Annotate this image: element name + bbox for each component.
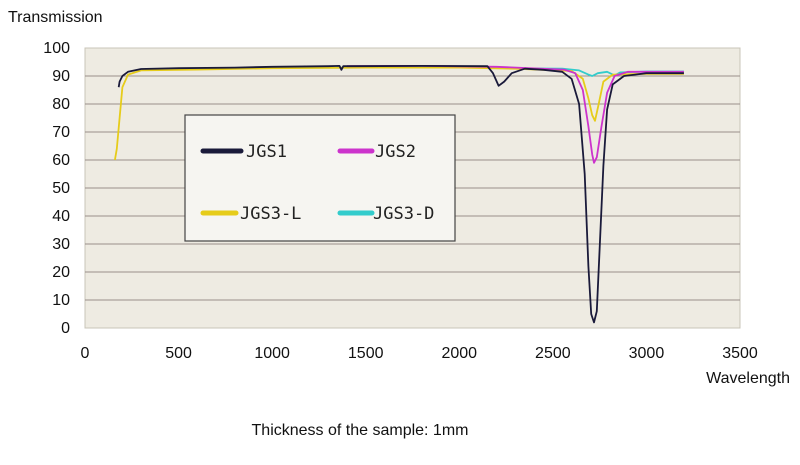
x-tick-3000: 3000: [629, 345, 665, 362]
x-axis-title: Wavelength: [706, 370, 790, 387]
y-tick-40: 40: [52, 208, 70, 225]
legend-label-jgs3-d: JGS3-D: [373, 204, 434, 224]
y-tick-70: 70: [52, 124, 70, 141]
y-tick-labels: 0 10 20 30 40 50 60 70 80 90 100: [43, 40, 70, 337]
y-tick-30: 30: [52, 236, 70, 253]
y-tick-20: 20: [52, 264, 70, 281]
x-tick-2000: 2000: [441, 345, 477, 362]
chart: 0 10 20 30 40 50 60 70 80 90 100 0 500 1000 1500 2000 2…: [8, 9, 790, 387]
series-line-jgs3-l: [114, 66, 684, 161]
y-tick-50: 50: [52, 180, 70, 197]
x-tick-500: 500: [165, 345, 192, 362]
x-tick-labels: 0 500 1000 1500 2000 2500 3000 3500: [81, 345, 758, 362]
legend-label-jgs1: JGS1: [246, 142, 287, 162]
y-tick-90: 90: [52, 68, 70, 85]
y-tick-60: 60: [52, 152, 70, 169]
legend-box: [184, 114, 456, 242]
y-tick-10: 10: [52, 292, 70, 309]
legend-label-jgs2: JGS2: [375, 142, 416, 162]
legend: JGS1 JGS2 JGS3-L JGS3-D: [184, 114, 456, 242]
y-tick-100: 100: [43, 40, 70, 57]
series-lines: [114, 65, 684, 324]
legend-label-jgs3-l: JGS3-L: [240, 204, 301, 224]
x-tick-3500: 3500: [722, 345, 758, 362]
series-line-jgs2: [346, 65, 684, 164]
y-tick-80: 80: [52, 96, 70, 113]
x-tick-1000: 1000: [254, 345, 290, 362]
x-tick-2500: 2500: [535, 345, 571, 362]
x-tick-1500: 1500: [348, 345, 384, 362]
chart-caption: Thickness of the sample: 1mm: [251, 422, 469, 439]
y-tick-0: 0: [61, 320, 70, 337]
series-line-jgs1: [117, 65, 684, 324]
x-tick-0: 0: [81, 345, 90, 362]
y-axis-title: Transmission: [8, 9, 103, 26]
